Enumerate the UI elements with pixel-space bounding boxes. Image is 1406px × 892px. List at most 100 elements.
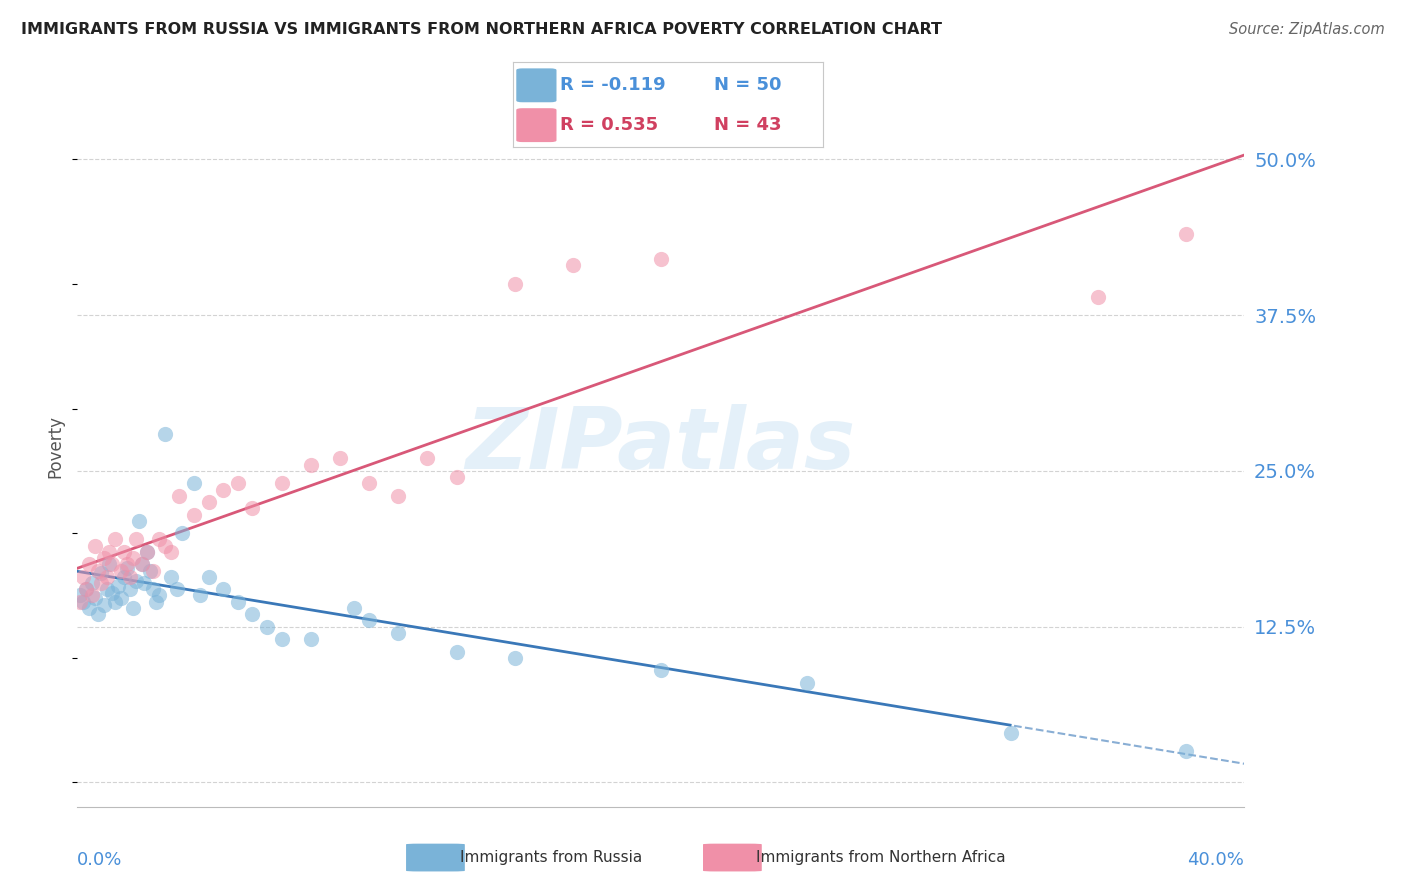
Point bbox=[650, 252, 672, 267]
Point bbox=[98, 545, 121, 559]
Point bbox=[1087, 289, 1109, 303]
Point bbox=[148, 533, 170, 547]
Point bbox=[131, 558, 153, 572]
FancyBboxPatch shape bbox=[406, 844, 465, 871]
Point bbox=[118, 570, 141, 584]
Point bbox=[172, 526, 194, 541]
Point bbox=[1174, 744, 1197, 758]
Point bbox=[75, 582, 97, 597]
Text: Source: ZipAtlas.com: Source: ZipAtlas.com bbox=[1229, 22, 1385, 37]
Point bbox=[145, 595, 167, 609]
Point bbox=[416, 451, 439, 466]
Point bbox=[240, 501, 263, 516]
Point bbox=[121, 551, 143, 566]
Point bbox=[183, 508, 205, 522]
Point bbox=[270, 632, 292, 646]
Point bbox=[128, 514, 150, 528]
Point bbox=[134, 576, 156, 591]
Point bbox=[212, 483, 235, 497]
Point bbox=[124, 533, 148, 547]
Text: N = 43: N = 43 bbox=[714, 116, 782, 134]
Point bbox=[1000, 725, 1022, 739]
Point bbox=[188, 589, 211, 603]
Point bbox=[153, 539, 176, 553]
Point bbox=[1174, 227, 1197, 242]
Point bbox=[115, 558, 138, 572]
FancyBboxPatch shape bbox=[516, 108, 557, 142]
Point bbox=[650, 663, 672, 677]
Point bbox=[197, 570, 219, 584]
Point bbox=[166, 582, 188, 597]
Point bbox=[148, 589, 170, 603]
Point bbox=[357, 476, 380, 491]
Point bbox=[104, 595, 127, 609]
Point bbox=[387, 625, 409, 640]
Point bbox=[96, 582, 118, 597]
Text: R = 0.535: R = 0.535 bbox=[560, 116, 658, 134]
Point bbox=[90, 566, 112, 580]
Point bbox=[77, 601, 100, 615]
Point bbox=[115, 561, 138, 575]
FancyBboxPatch shape bbox=[516, 69, 557, 103]
Point bbox=[112, 570, 135, 584]
Point bbox=[299, 458, 322, 472]
Point bbox=[107, 578, 129, 592]
Point bbox=[197, 495, 219, 509]
Point bbox=[343, 601, 366, 615]
Text: Immigrants from Russia: Immigrants from Russia bbox=[461, 850, 643, 864]
Point bbox=[387, 489, 409, 503]
Y-axis label: Poverty: Poverty bbox=[46, 415, 65, 477]
Point bbox=[503, 277, 526, 291]
Point bbox=[183, 476, 205, 491]
Point bbox=[299, 632, 322, 646]
Point bbox=[562, 259, 585, 273]
Point bbox=[101, 558, 124, 572]
Point bbox=[212, 582, 235, 597]
Text: IMMIGRANTS FROM RUSSIA VS IMMIGRANTS FROM NORTHERN AFRICA POVERTY CORRELATION CH: IMMIGRANTS FROM RUSSIA VS IMMIGRANTS FRO… bbox=[21, 22, 942, 37]
Point bbox=[83, 591, 105, 605]
Text: ZIPatlas: ZIPatlas bbox=[465, 404, 856, 488]
Point bbox=[101, 586, 124, 600]
Point bbox=[139, 564, 162, 578]
Point bbox=[503, 650, 526, 665]
Point bbox=[446, 644, 468, 658]
Point bbox=[77, 558, 100, 572]
Point bbox=[80, 589, 103, 603]
Point bbox=[136, 545, 159, 559]
Point bbox=[69, 589, 91, 603]
Text: N = 50: N = 50 bbox=[714, 77, 782, 95]
Point bbox=[80, 576, 103, 591]
Point bbox=[72, 570, 94, 584]
Point bbox=[72, 595, 94, 609]
Point bbox=[93, 551, 115, 566]
Point bbox=[142, 582, 165, 597]
FancyBboxPatch shape bbox=[703, 844, 762, 871]
Point bbox=[124, 574, 148, 588]
Point bbox=[169, 489, 191, 503]
Point bbox=[75, 582, 97, 597]
Text: Immigrants from Northern Africa: Immigrants from Northern Africa bbox=[755, 850, 1005, 864]
Point bbox=[226, 595, 249, 609]
Point bbox=[121, 601, 143, 615]
Text: 40.0%: 40.0% bbox=[1188, 851, 1244, 869]
Point bbox=[357, 614, 380, 628]
Point bbox=[96, 570, 118, 584]
Point bbox=[110, 591, 132, 605]
Point bbox=[270, 476, 292, 491]
Point bbox=[112, 545, 135, 559]
Point bbox=[131, 558, 153, 572]
Point bbox=[226, 476, 249, 491]
Point bbox=[329, 451, 352, 466]
Point bbox=[110, 564, 132, 578]
Point bbox=[136, 545, 159, 559]
Point bbox=[153, 426, 176, 441]
Point bbox=[446, 470, 468, 484]
Point bbox=[98, 558, 121, 572]
Point bbox=[93, 599, 115, 613]
Point bbox=[83, 539, 105, 553]
Point bbox=[796, 675, 818, 690]
Point bbox=[104, 533, 127, 547]
Point bbox=[256, 619, 278, 633]
Point bbox=[159, 570, 181, 584]
Point bbox=[142, 564, 165, 578]
